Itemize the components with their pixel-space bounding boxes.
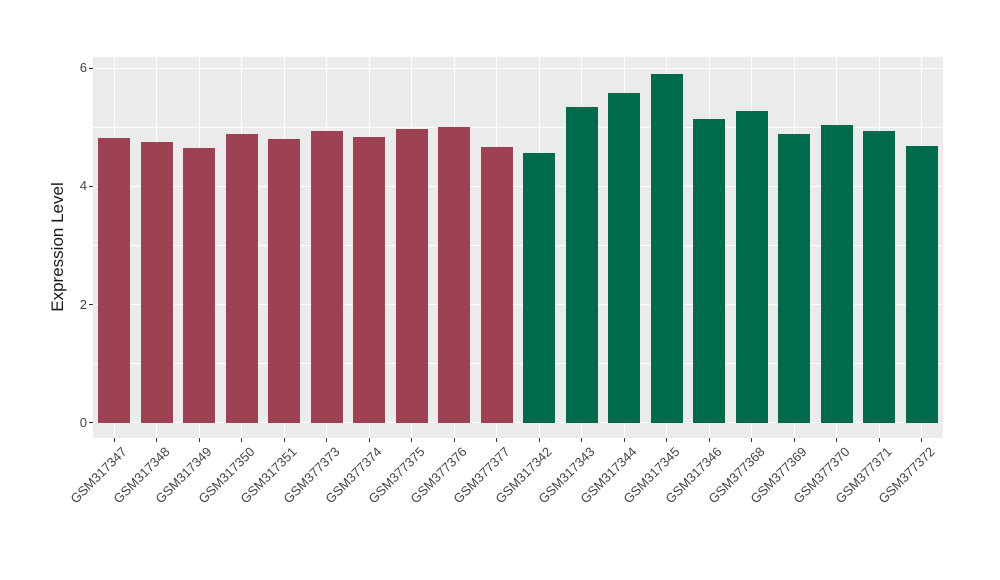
gridline-minor xyxy=(93,363,943,364)
bar xyxy=(140,141,173,423)
bar xyxy=(693,119,726,423)
y-axis-tick-label: 4 xyxy=(79,178,87,194)
gridline-major xyxy=(93,185,943,188)
bar xyxy=(225,134,258,423)
x-axis-tick xyxy=(326,438,328,442)
bar xyxy=(183,148,216,423)
x-axis-tick xyxy=(411,438,413,442)
gridline-major xyxy=(93,303,943,306)
bar xyxy=(438,127,471,423)
gridline-minor xyxy=(93,245,943,246)
gridline-major xyxy=(93,67,943,69)
bar xyxy=(565,106,598,423)
bar xyxy=(523,153,556,423)
bar xyxy=(353,136,386,423)
x-axis-tick xyxy=(708,438,710,442)
bar xyxy=(395,128,428,423)
y-axis-tick-label: 2 xyxy=(79,296,87,312)
x-axis-tick xyxy=(878,438,880,442)
bar xyxy=(905,146,938,423)
x-axis-tick xyxy=(241,438,243,442)
x-axis-tick xyxy=(156,438,158,442)
x-axis-tick xyxy=(538,438,540,442)
y-axis-title: Expression Level xyxy=(48,182,67,312)
y-axis-tick xyxy=(89,67,93,69)
x-axis-tick xyxy=(496,438,498,442)
x-axis-tick xyxy=(793,438,795,442)
bar xyxy=(480,147,513,423)
bar xyxy=(863,131,896,423)
bar xyxy=(778,133,811,423)
x-axis-tick xyxy=(836,438,838,442)
x-axis-tick xyxy=(581,438,583,442)
bar xyxy=(268,138,301,423)
bar xyxy=(310,131,343,423)
x-axis-tick xyxy=(368,438,370,442)
gridline-minor xyxy=(93,127,943,128)
x-axis-tick xyxy=(623,438,625,442)
y-axis-tick xyxy=(89,303,93,306)
y-axis-tick-label: 6 xyxy=(79,60,87,76)
gridline-major xyxy=(93,422,943,424)
bar xyxy=(650,74,683,423)
bar xyxy=(735,110,768,423)
bar xyxy=(98,137,131,423)
bar xyxy=(608,93,641,423)
x-axis-tick xyxy=(453,438,455,442)
bar xyxy=(820,124,853,423)
x-axis-tick xyxy=(921,438,923,442)
x-axis-tick xyxy=(666,438,668,442)
x-axis-tick xyxy=(198,438,200,442)
plot-panel xyxy=(93,57,943,438)
y-axis-tick-label: 0 xyxy=(79,414,87,430)
x-axis-tick xyxy=(751,438,753,442)
y-axis-tick xyxy=(89,422,93,424)
x-axis-tick xyxy=(283,438,285,442)
y-axis-tick xyxy=(89,185,93,187)
x-axis-tick xyxy=(113,438,115,442)
